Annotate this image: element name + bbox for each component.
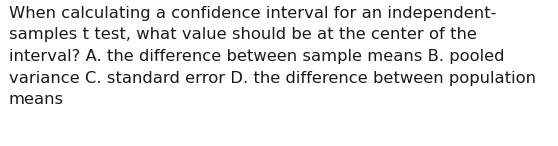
Text: When calculating a confidence interval for an independent-
samples t test, what : When calculating a confidence interval f… [9,6,536,107]
